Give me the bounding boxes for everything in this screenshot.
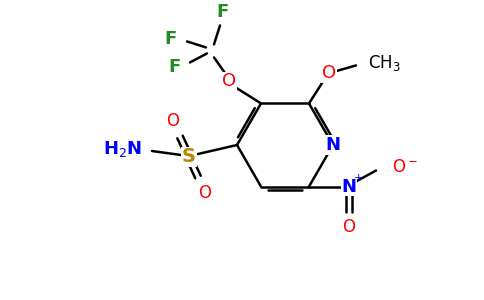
Text: O: O (343, 218, 356, 236)
Text: O: O (222, 72, 236, 90)
Text: N: N (326, 136, 341, 154)
Text: O: O (322, 64, 336, 82)
Text: F: F (165, 30, 177, 48)
Text: O$^-$: O$^-$ (392, 158, 418, 175)
Text: O: O (198, 184, 212, 202)
Text: F: F (169, 58, 181, 76)
Text: O: O (166, 112, 180, 130)
Text: F: F (217, 3, 229, 21)
Text: CH$_3$: CH$_3$ (368, 53, 401, 74)
Text: H$_2$N: H$_2$N (103, 139, 142, 159)
Text: N: N (342, 178, 357, 196)
Text: S: S (182, 148, 196, 166)
Text: +: + (353, 172, 363, 183)
